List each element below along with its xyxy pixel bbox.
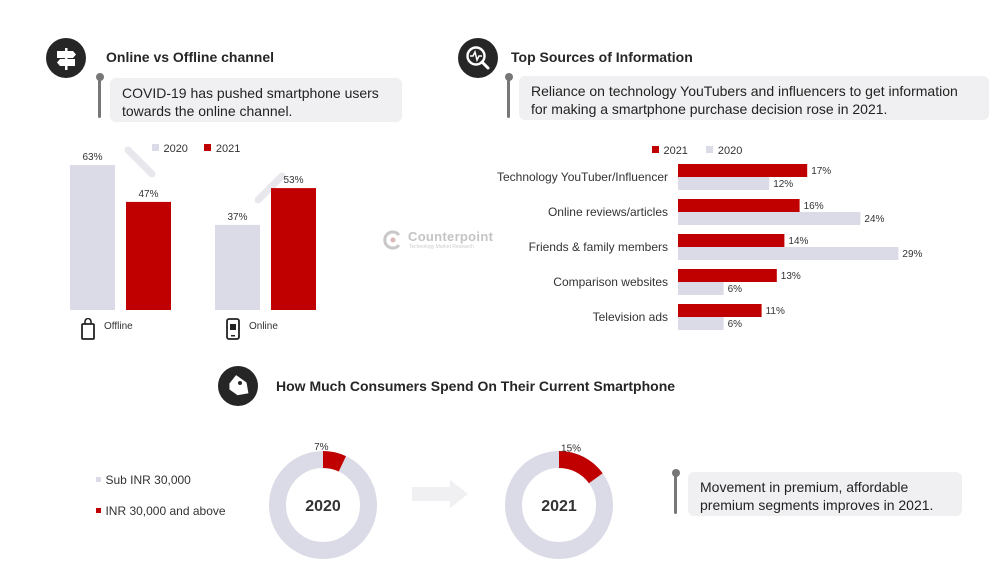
donut-chart-2021: 2021 15% (505, 443, 613, 559)
value-label-source-4-2021: 11% (766, 306, 785, 317)
bar-source-4-2020 (678, 317, 724, 330)
callout-line-2: for making a smartphone purchase decisio… (531, 101, 888, 117)
signpost-icon (46, 38, 86, 78)
watermark-name: Counterpoint (408, 229, 494, 244)
legend-2020: 2020 (717, 145, 743, 157)
value-label-source-3-2020: 6% (728, 284, 743, 295)
category-label-offline: Offline (104, 321, 133, 332)
donut-slice-30000-above (559, 451, 603, 484)
donut-percent-label: 7% (314, 442, 329, 453)
source-category-label: Technology YouTuber/Influencer (496, 170, 668, 184)
legend-sub-30000: Sub INR 30,000 (105, 473, 191, 487)
watermark-tagline: Technology Market Research (409, 244, 474, 250)
bar-source-1-2021 (678, 199, 800, 212)
callout-line-1: Movement in premium, affordable (700, 479, 909, 495)
bar-source-0-2021 (678, 164, 808, 177)
legend-swatch-2020 (152, 144, 159, 152)
category-label-online: Online (249, 321, 278, 332)
legend-swatch-above (96, 508, 101, 514)
callout-marker (505, 73, 513, 81)
section-title-channel: Online vs Offline channel (106, 49, 275, 65)
value-label-source-2-2021: 14% (788, 236, 808, 247)
donut-percent-label: 15% (561, 443, 581, 454)
bar-source-2-2021 (678, 234, 785, 247)
callout-line-2: premium segments improves in 2021. (700, 497, 934, 513)
source-category-label: Friends & family members (528, 240, 668, 254)
callout-line (507, 78, 510, 118)
callout-marker (672, 469, 680, 477)
spend-legend-item-above: INR 30,000 and above (96, 502, 226, 520)
donut-year-label: 2020 (305, 498, 341, 515)
price-tag-icon (218, 366, 258, 406)
legend-2020: 2020 (163, 143, 188, 155)
value-label-offline-2021: 47% (138, 189, 158, 200)
donut-slice-30000-above (323, 451, 346, 472)
bar-source-4-2021 (678, 304, 762, 317)
channel-callout: COVID-19 has pushed smartphone users tow… (110, 78, 402, 122)
source-category-label: Comparison websites (553, 275, 668, 289)
legend-2021: 2021 (215, 143, 241, 155)
legend-swatch-2020 (706, 146, 714, 154)
value-label-source-3-2021: 13% (781, 271, 801, 282)
bar-source-0-2020 (678, 177, 770, 190)
donut-year-label: 2021 (541, 498, 577, 515)
callout-line-1: Reliance on technology YouTubers and inf… (531, 83, 958, 99)
bar-offline-2021 (126, 201, 171, 310)
bar-offline-2020 (70, 165, 115, 310)
spend-callout: Movement in premium, affordable premium … (688, 472, 962, 516)
channel-legend: 2020 2021 (152, 139, 240, 157)
shopping-bag-icon (81, 317, 95, 345)
bar-source-3-2021 (678, 269, 777, 282)
legend-30000-above: INR 30,000 and above (105, 504, 226, 518)
value-label-source-1-2021: 16% (804, 201, 824, 212)
mobile-phone-icon (226, 318, 240, 345)
value-label-source-0-2021: 17% (811, 166, 831, 177)
section-title-sources: Top Sources of Information (511, 49, 693, 65)
bar-source-3-2020 (678, 282, 724, 295)
section-title-spend: How Much Consumers Spend On Their Curren… (276, 378, 676, 394)
bar-source-1-2020 (678, 212, 861, 225)
donut-chart-2020: 2020 7% (269, 442, 377, 559)
sources-legend: 2021 2020 (652, 141, 742, 159)
legend-swatch-2021 (652, 146, 659, 154)
sources-callout: Reliance on technology YouTubers and inf… (519, 76, 989, 120)
spend-legend-item-sub: Sub INR 30,000 (96, 471, 191, 489)
value-label-online-2020: 37% (227, 212, 247, 223)
search-analytics-icon (458, 38, 498, 78)
source-category-label: Television ads (592, 310, 668, 324)
value-label-source-4-2020: 6% (728, 319, 743, 330)
callout-line-1: COVID-19 has pushed smartphone users (122, 85, 379, 101)
value-label-online-2021: 53% (283, 175, 303, 186)
legend-swatch-2021 (204, 144, 212, 152)
callout-line (98, 78, 101, 118)
counterpoint-logo-icon (383, 230, 403, 255)
bar-online-2021 (271, 188, 316, 310)
bar-source-2-2020 (678, 247, 899, 260)
sources-bar-chart: 17% 12% 16% 24% 14% 29% 13% 6% 11% 6% (678, 164, 923, 330)
value-label-source-1-2020: 24% (864, 214, 884, 225)
channel-bar-chart: 63% 47% 37% 53% (70, 146, 316, 310)
value-label-source-0-2020: 12% (773, 179, 793, 190)
callout-line (674, 474, 677, 514)
legend-2021: 2021 (663, 145, 688, 157)
value-label-source-2-2020: 29% (902, 249, 922, 260)
legend-swatch-sub (96, 477, 101, 483)
value-label-offline-2020: 63% (82, 152, 102, 163)
bar-online-2020 (215, 224, 260, 310)
callout-line-2: towards the online channel. (122, 103, 293, 119)
arrow-right-icon (412, 478, 472, 515)
callout-marker (96, 73, 104, 81)
source-category-label: Online reviews/articles (547, 205, 668, 219)
